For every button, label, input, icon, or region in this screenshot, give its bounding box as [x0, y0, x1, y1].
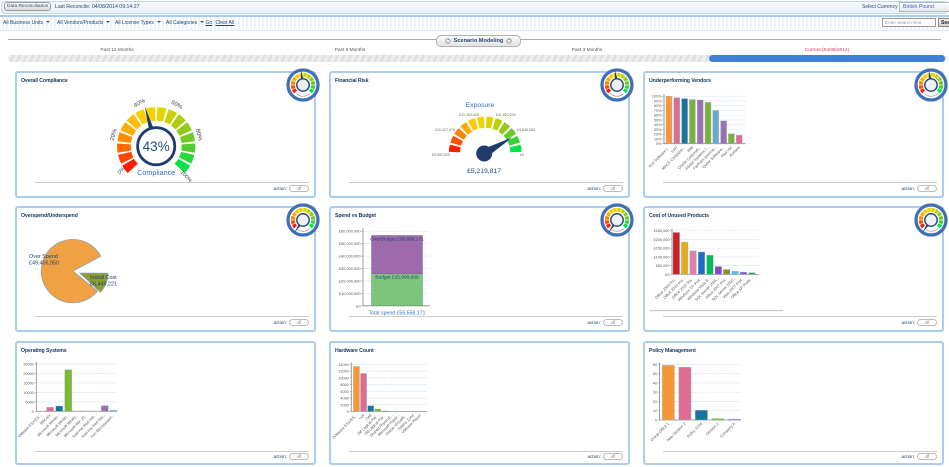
svg-text:£0: £0 [665, 273, 669, 277]
svg-text:10000: 10000 [338, 376, 349, 380]
svg-text:£10,000,000: £10,000,000 [339, 291, 361, 296]
svg-text:80%: 80% [654, 104, 662, 108]
svg-text:£10,227,475: £10,227,475 [435, 128, 455, 132]
svg-text:£5,219,817: £5,219,817 [467, 168, 501, 175]
svg-text:30%: 30% [654, 128, 662, 132]
svg-text:£30,000,000: £30,000,000 [339, 266, 361, 271]
svg-text:£49,406,950: £49,406,950 [29, 261, 59, 267]
svg-text:10000: 10000 [23, 391, 34, 395]
svg-text:20: 20 [653, 400, 657, 404]
svg-text:14000: 14000 [338, 363, 349, 367]
svg-text:20%: 20% [654, 133, 662, 137]
svg-text:50%: 50% [654, 118, 662, 122]
svg-text:2000: 2000 [340, 403, 348, 407]
svg-text:43%: 43% [143, 139, 170, 154]
svg-text:£4,636,283: £4,636,283 [517, 128, 535, 132]
svg-text:null: null [358, 413, 365, 420]
svg-text:0%: 0% [656, 142, 662, 146]
svg-text:Division 2: Division 2 [705, 422, 719, 436]
svg-text:£11,823,202: £11,823,202 [496, 113, 516, 117]
svg-text:Budget £25,900,000: Budget £25,900,000 [375, 275, 419, 281]
svg-text:0: 0 [347, 410, 349, 414]
svg-text:£9,052,525: £9,052,525 [432, 153, 450, 157]
svg-text:IBM: IBM [686, 146, 694, 154]
svg-text:£0: £0 [520, 153, 524, 157]
svg-text:£100,000: £100,000 [654, 255, 670, 259]
svg-text:Dell: Dell [365, 413, 373, 421]
svg-text:£40,000,000: £40,000,000 [339, 254, 361, 259]
svg-text:0%: 0% [117, 166, 127, 176]
svg-text:30: 30 [653, 391, 657, 395]
svg-text:5000: 5000 [25, 400, 33, 404]
svg-text:15000: 15000 [23, 381, 34, 385]
svg-text:SAP: SAP [670, 145, 679, 154]
svg-text:60%: 60% [654, 114, 662, 118]
svg-text:£0: £0 [356, 303, 361, 308]
svg-text:Total spend £56,558,171: Total spend £56,558,171 [369, 311, 426, 317]
svg-text:£6,449,221: £6,449,221 [90, 282, 117, 288]
svg-text:0: 0 [32, 410, 34, 414]
svg-text:60%: 60% [170, 100, 184, 112]
svg-text:70%: 70% [654, 109, 662, 113]
svg-text:OverBudget £30,658,171: OverBudget £30,658,171 [370, 236, 424, 242]
svg-text:Exposure: Exposure [466, 102, 495, 109]
svg-text:40%: 40% [654, 123, 662, 127]
svg-text:£20,000,000: £20,000,000 [339, 278, 361, 283]
svg-text:10%: 10% [654, 137, 662, 141]
svg-text:Install Cost: Install Cost [90, 275, 117, 281]
svg-text:Compliance: Compliance [137, 168, 175, 177]
svg-text:(VMware ESX/ES...: (VMware ESX/ES... [332, 413, 358, 439]
svg-text:£60,000,000: £60,000,000 [339, 229, 361, 234]
svg-text:8000: 8000 [340, 383, 348, 387]
svg-text:£150,000: £150,000 [654, 247, 670, 251]
svg-text:£11,402,425: £11,402,425 [459, 113, 479, 117]
svg-text:4000: 4000 [340, 397, 348, 401]
svg-text:20%: 20% [110, 128, 119, 142]
svg-text:50: 50 [653, 372, 657, 376]
svg-text:£250,000: £250,000 [654, 229, 670, 233]
svg-text:12000: 12000 [338, 370, 349, 374]
svg-text:Over Spend: Over Spend [29, 254, 58, 260]
svg-text:100%: 100% [652, 95, 662, 99]
svg-text:Company A: Company A [719, 422, 736, 439]
svg-text:£200,000: £200,000 [654, 238, 670, 242]
svg-text:20000: 20000 [23, 372, 34, 376]
svg-text:£50,000: £50,000 [656, 264, 670, 268]
svg-text:90%: 90% [654, 99, 662, 103]
svg-text:0: 0 [655, 419, 657, 423]
svg-text:£50,000,000: £50,000,000 [339, 241, 361, 246]
svg-text:25000: 25000 [23, 363, 34, 367]
svg-text:40%: 40% [133, 98, 147, 110]
svg-text:Policy 1234: Policy 1234 [686, 422, 703, 439]
svg-text:60: 60 [653, 363, 657, 367]
svg-text:10: 10 [653, 409, 657, 413]
svg-text:40: 40 [653, 381, 657, 385]
svg-text:80%: 80% [194, 128, 203, 142]
svg-text:6000: 6000 [340, 390, 348, 394]
